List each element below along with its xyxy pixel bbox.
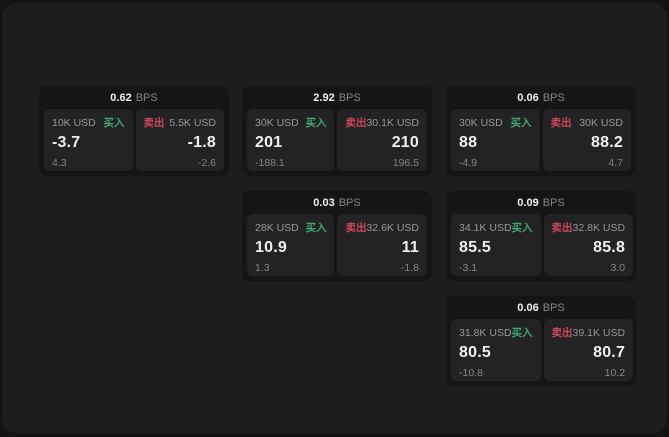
- sell-price: 80.7: [593, 344, 626, 361]
- quote-body: 30K USD 买入 201 -188.1 卖出 30.1K USD 210 1…: [247, 109, 427, 171]
- sell-quote-tile[interactable]: 卖出 32.8K USD 85.8 3.0: [543, 214, 634, 276]
- spread-header: 0.06 BPS: [451, 86, 631, 109]
- quote-body: 31.8K USD 买入 80.5 -10.8 卖出 39.1K USD 80.…: [451, 319, 634, 381]
- spread-header: 0.62 BPS: [44, 86, 224, 109]
- buy-label: 买入: [305, 117, 327, 129]
- spread-header: 0.09 BPS: [451, 191, 631, 214]
- quote-card-5: 0.09 BPS 34.1K USD 买入 85.5 -3.1 卖出 32.8K…: [446, 191, 636, 281]
- quote-card-3: 0.06 BPS 30K USD 买入 88 -4.9 卖出 30K USD 8…: [446, 86, 636, 176]
- buy-label: 买入: [103, 117, 125, 129]
- sell-label: 卖出: [551, 222, 573, 234]
- buy-amount: 30K USD: [255, 116, 299, 129]
- sell-label: 卖出: [345, 117, 367, 129]
- buy-amount: 28K USD: [255, 221, 299, 234]
- sell-quote-tile[interactable]: 卖出 5.5K USD -1.8 -2.6: [135, 109, 224, 171]
- spread-header: 0.06 BPS: [451, 296, 631, 319]
- spread-value: 0.06: [517, 301, 539, 314]
- sell-delta: 196.5: [392, 157, 419, 169]
- spread-header: 0.03 BPS: [247, 191, 427, 214]
- quote-body: 30K USD 买入 88 -4.9 卖出 30K USD 88.2 4.7: [451, 109, 631, 171]
- sell-quote-tile[interactable]: 卖出 30K USD 88.2 4.7: [542, 109, 631, 171]
- sell-price: 11: [401, 239, 419, 256]
- spread-unit-label: BPS: [135, 91, 158, 104]
- sell-price: 88.2: [591, 134, 623, 151]
- sell-delta: -1.8: [400, 262, 419, 274]
- buy-quote-tile[interactable]: 30K USD 买入 201 -188.1: [247, 109, 335, 171]
- sell-label: 卖出: [345, 222, 367, 234]
- buy-price: 10.9: [255, 239, 287, 256]
- sell-price: 85.8: [593, 239, 626, 256]
- spread-value: 0.03: [313, 196, 335, 209]
- sell-delta: 4.7: [608, 157, 623, 169]
- sell-label: 卖出: [143, 117, 165, 129]
- buy-amount: 34.1K USD: [459, 221, 512, 234]
- buy-label: 买入: [305, 222, 327, 234]
- sell-label: 卖出: [550, 117, 572, 129]
- sell-delta: 10.2: [604, 367, 626, 379]
- buy-delta: -188.1: [255, 157, 285, 169]
- spread-unit-label: BPS: [542, 196, 565, 209]
- sell-amount: 30.1K USD: [366, 116, 419, 129]
- buy-delta: -3.1: [459, 262, 478, 274]
- spread-unit-label: BPS: [542, 301, 565, 314]
- buy-quote-tile[interactable]: 31.8K USD 买入 80.5 -10.8: [451, 319, 541, 381]
- quote-body: 34.1K USD 买入 85.5 -3.1 卖出 32.8K USD 85.8…: [451, 214, 634, 276]
- spread-unit-label: BPS: [338, 91, 361, 104]
- buy-delta: 1.3: [255, 262, 270, 274]
- sell-amount: 5.5K USD: [169, 116, 216, 129]
- buy-label: 买入: [511, 222, 533, 234]
- buy-delta: -4.9: [459, 157, 478, 169]
- quote-card-4: 0.03 BPS 28K USD 买入 10.9 1.3 卖出 32.6K US…: [242, 191, 432, 281]
- quote-card-6: 0.06 BPS 31.8K USD 买入 80.5 -10.8 卖出 39.1…: [446, 296, 636, 386]
- sell-amount: 32.6K USD: [366, 221, 419, 234]
- spread-unit-label: BPS: [542, 91, 565, 104]
- sell-delta: 3.0: [610, 262, 626, 274]
- sell-quote-tile[interactable]: 卖出 39.1K USD 80.7 10.2: [543, 319, 634, 381]
- buy-price: -3.7: [52, 134, 81, 151]
- buy-price: 88: [459, 134, 478, 151]
- quote-card-1: 0.62 BPS 10K USD 买入 -3.7 4.3 卖出 5.5K USD…: [39, 86, 229, 176]
- sell-quote-tile[interactable]: 卖出 30.1K USD 210 196.5: [337, 109, 427, 171]
- buy-quote-tile[interactable]: 28K USD 买入 10.9 1.3: [247, 214, 335, 276]
- sell-label: 卖出: [551, 327, 573, 339]
- spread-value: 0.09: [517, 196, 539, 209]
- quote-body: 28K USD 买入 10.9 1.3 卖出 32.6K USD 11 -1.8: [247, 214, 427, 276]
- sell-price: -1.8: [187, 134, 216, 151]
- quote-card-2: 2.92 BPS 30K USD 买入 201 -188.1 卖出 30.1K …: [242, 86, 432, 176]
- sell-amount: 39.1K USD: [572, 326, 626, 339]
- buy-amount: 31.8K USD: [459, 326, 512, 339]
- buy-label: 买入: [511, 327, 533, 339]
- spread-header: 2.92 BPS: [247, 86, 427, 109]
- sell-amount: 30K USD: [579, 116, 623, 129]
- buy-quote-tile[interactable]: 34.1K USD 买入 85.5 -3.1: [451, 214, 541, 276]
- sell-quote-tile[interactable]: 卖出 32.6K USD 11 -1.8: [337, 214, 427, 276]
- buy-price: 201: [255, 134, 283, 151]
- spread-value: 0.06: [517, 91, 539, 104]
- quotes-panel: 0.62 BPS 10K USD 买入 -3.7 4.3 卖出 5.5K USD…: [2, 3, 667, 433]
- buy-delta: 4.3: [52, 157, 67, 169]
- buy-price: 80.5: [459, 344, 491, 361]
- buy-quote-tile[interactable]: 10K USD 买入 -3.7 4.3: [44, 109, 133, 171]
- buy-delta: -10.8: [459, 367, 483, 379]
- sell-price: 210: [391, 134, 419, 151]
- spread-value: 2.92: [313, 91, 335, 104]
- sell-amount: 32.8K USD: [572, 221, 626, 234]
- buy-label: 买入: [510, 117, 532, 129]
- spread-value: 0.62: [110, 91, 132, 104]
- buy-price: 85.5: [459, 239, 491, 256]
- buy-amount: 30K USD: [459, 116, 503, 129]
- spread-unit-label: BPS: [338, 196, 361, 209]
- buy-amount: 10K USD: [52, 116, 96, 129]
- sell-delta: -2.6: [197, 157, 216, 169]
- quote-body: 10K USD 买入 -3.7 4.3 卖出 5.5K USD -1.8 -2.…: [44, 109, 224, 171]
- buy-quote-tile[interactable]: 30K USD 买入 88 -4.9: [451, 109, 540, 171]
